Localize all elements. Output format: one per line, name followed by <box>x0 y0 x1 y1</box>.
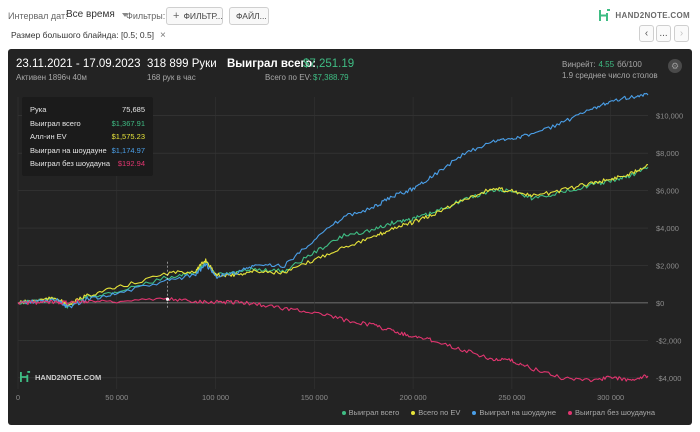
line-chart: -$4,000 -$2,000 $0 $2,000 $4,000 $6,000 $8,000… <box>16 92 683 402</box>
more-label: ... <box>659 28 668 39</box>
winrate-unit: бб/100 <box>617 60 642 69</box>
ev-total-value: $7,388.79 <box>313 73 349 82</box>
tooltip-row: Выиграл без шоудауна $192.94 <box>30 157 145 171</box>
tooltip-label: Выиграл на шоудауне <box>30 145 107 155</box>
winrate-label: Винрейт: <box>562 60 596 69</box>
y-tick-label: $10,000 <box>656 112 683 121</box>
filter-button-label: ФИЛЬТР... <box>183 11 223 21</box>
x-tick-label: 100 000 <box>202 393 229 402</box>
watermark-text: HAND2NOTE.COM <box>35 372 102 382</box>
next-button[interactable]: › <box>674 25 689 42</box>
legend-label: Выиграл на шоудауне <box>479 408 556 417</box>
tooltip-label: Рука <box>30 105 47 115</box>
y-tick-label: -$2,000 <box>656 336 681 345</box>
chevron-down-icon <box>121 12 128 17</box>
brand-logo: HAND2NOTE.COM <box>599 9 690 22</box>
tooltip-value: $1,174.97 <box>111 145 145 155</box>
tooltip-label: Алл-ин EV <box>30 132 67 142</box>
y-tick-label: $0 <box>656 299 664 308</box>
brand-name: HAND2NOTE.COM <box>615 11 690 20</box>
chevron-right-icon: › <box>679 28 684 39</box>
filter-button[interactable]: + ФИЛЬТР... <box>166 7 223 25</box>
legend-item[interactable]: Выиграл всего <box>341 408 400 417</box>
hover-tooltip: Рука 75,685 Выиграл всего $1,367.91 Алл-ин E… <box>22 97 153 176</box>
watermark-logo: HAND2NOTE.COM <box>20 371 101 383</box>
y-tick-label: $4,000 <box>656 224 679 233</box>
x-tick-label: 50 000 <box>105 393 128 402</box>
tooltip-row: Алл-ин EV $1,575.23 <box>30 130 145 144</box>
y-tick-label: $6,000 <box>656 187 679 196</box>
date-interval-label: Интервал дат: <box>8 11 68 21</box>
hands-count: 318 899 Руки <box>147 58 217 70</box>
tooltip-row: Рука 75,685 <box>30 103 145 117</box>
close-icon[interactable]: × <box>160 29 166 41</box>
won-total-label: Выиграл всего: <box>227 58 316 70</box>
tooltip-row: Выиграл на шоудауне $1,174.97 <box>30 144 145 158</box>
filter-chip-label: Размер большого блайнда: [0.5; 0.5] <box>11 30 155 40</box>
legend-swatch <box>472 410 477 415</box>
active-time: Активен 1896ч 40м <box>16 73 87 82</box>
more-button[interactable]: ... <box>656 25 671 42</box>
hands-per-hour: 168 рук в час <box>147 73 196 82</box>
filter-chip[interactable]: Размер большого блайнда: [0.5; 0.5] × <box>8 28 169 42</box>
chart-grid <box>17 97 648 389</box>
file-button[interactable]: ФАЙЛ... <box>229 7 269 25</box>
series-line <box>17 166 649 309</box>
legend-swatch <box>411 410 416 415</box>
gear-icon[interactable]: ⚙ <box>668 59 682 73</box>
y-tick-label: $2,000 <box>656 261 679 270</box>
legend-item[interactable]: Выиграл на шоудауне <box>472 408 556 417</box>
file-button-label: ФАЙЛ... <box>236 11 267 21</box>
tooltip-value: $192.94 <box>117 159 145 169</box>
tooltip-label: Выиграл всего <box>30 118 81 128</box>
chart-axes: -$4,000 -$2,000 $0 $2,000 $4,000 $6,000 $8,000… <box>16 112 683 402</box>
hand2note-logo-icon <box>20 371 31 383</box>
x-tick-label: 150 000 <box>301 393 328 402</box>
x-tick-label: 0 <box>16 393 20 402</box>
chevron-left-icon: ‹ <box>644 28 649 39</box>
winrate-value: 4.55 <box>598 60 615 69</box>
won-total-value: $7,251.19 <box>303 58 355 70</box>
legend-label: Выиграл без шоудауна <box>575 408 655 417</box>
legend-swatch <box>568 410 572 415</box>
hover-point <box>165 297 170 301</box>
tooltip-label: Выиграл без шоудауна <box>30 159 110 169</box>
toolbar: Интервал дат: Все время Фильтры: + ФИЛЬТ… <box>0 0 700 30</box>
y-tick-label: $8,000 <box>656 149 679 158</box>
series-line <box>17 297 649 383</box>
legend-item[interactable]: Всего по EV <box>411 408 460 417</box>
ev-total-label: Всего по EV: <box>265 73 312 82</box>
legend-item[interactable]: Выиграл без шоудауна <box>568 408 655 417</box>
legend-label: Всего по EV <box>418 408 461 417</box>
winrate: Винрейт: 4.55 бб/100 <box>562 60 642 69</box>
tooltip-value: $1,575.23 <box>111 132 145 142</box>
chart-panel: 23.11.2021 - 17.09.2023 Активен 1896ч 40… <box>8 49 692 425</box>
y-tick-label: -$4,000 <box>656 374 681 383</box>
tooltip-value: $1,367.91 <box>111 118 145 128</box>
tooltip-value: 75,685 <box>122 105 145 115</box>
date-interval-value: Все время <box>66 9 115 20</box>
x-tick-label: 300 000 <box>597 393 624 402</box>
filters-label: Фильтры: <box>126 11 166 21</box>
plus-icon: + <box>173 9 180 22</box>
legend-swatch <box>341 410 346 415</box>
prev-button[interactable]: ‹ <box>639 25 654 42</box>
date-interval-select[interactable]: Все время <box>66 9 128 20</box>
series-line <box>18 164 649 307</box>
tooltip-row: Выиграл всего $1,367.91 <box>30 117 145 131</box>
chart-legend: Выиграл всего Всего по EV Выиграл на шоуда… <box>341 408 655 417</box>
chart-lines <box>17 92 649 383</box>
avg-tables: 1.9 среднее число столов <box>562 71 658 80</box>
hand2note-logo-icon <box>599 9 611 21</box>
legend-label: Выиграл всего <box>348 408 400 417</box>
x-tick-label: 200 000 <box>400 393 427 402</box>
date-range: 23.11.2021 - 17.09.2023 <box>16 58 141 70</box>
x-tick-label: 250 000 <box>498 393 525 402</box>
series-line <box>17 92 649 309</box>
